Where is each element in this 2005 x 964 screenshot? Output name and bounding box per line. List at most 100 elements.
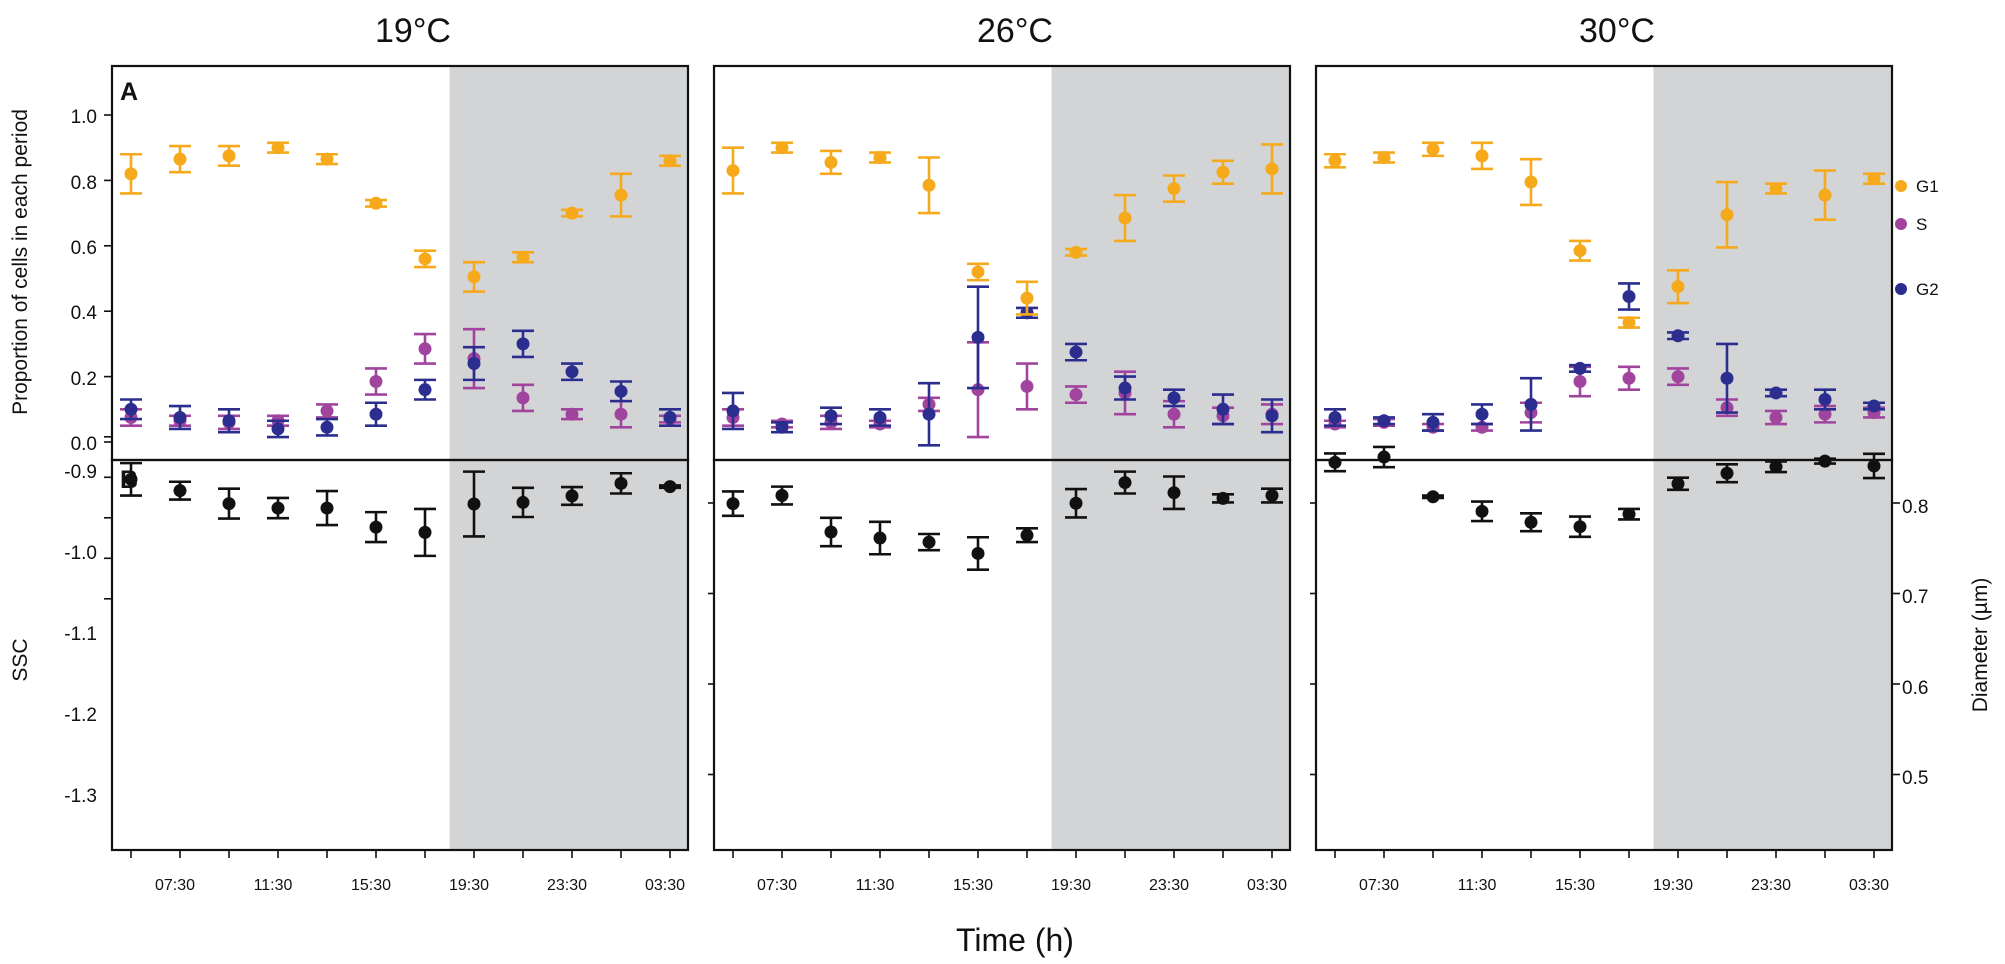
- data-point-s: [1671, 370, 1685, 384]
- x-axis-title: Time (h): [956, 922, 1074, 958]
- data-point-g1: [320, 152, 334, 166]
- errorbar-point-ssc: [120, 461, 142, 497]
- errorbar-point-g1: [414, 249, 436, 269]
- errorbar-point-g1: [1065, 245, 1087, 259]
- data-point-ssc: [1867, 459, 1881, 473]
- errorbar-point-ssc: [1863, 452, 1885, 480]
- data-point-g2: [1671, 329, 1685, 343]
- right-y-tick-label: 0.5: [1902, 768, 1928, 789]
- errorbar-point-g2: [1373, 414, 1395, 428]
- dark-period-shading: [1653, 66, 1892, 850]
- data-point-g1: [1524, 175, 1538, 189]
- errorbar-point-g2: [1471, 403, 1493, 426]
- data-point-g1: [1867, 172, 1881, 186]
- errorbar-point-g1: [1373, 151, 1395, 165]
- data-point-g2: [873, 410, 887, 424]
- errorbar-point-g1: [1163, 174, 1185, 203]
- data-point-ssc: [873, 531, 887, 545]
- errorbar-point-g2: [120, 398, 142, 421]
- data-point-g2: [173, 410, 187, 424]
- errorbar-point-g1: [120, 152, 142, 195]
- errorbar-point-g2: [218, 407, 240, 434]
- data-layer: [120, 141, 1885, 571]
- errorbar-point-ssc: [1765, 460, 1787, 474]
- x-tick-labels-19c: 07:30 11:30 15:30 19:30 23:30 03:30: [155, 877, 685, 894]
- errorbar-point-ssc: [1667, 476, 1689, 492]
- errorbar-point-ssc: [1520, 512, 1542, 533]
- top-y-tick-label: 1.0: [71, 107, 97, 128]
- data-point-g2: [1622, 289, 1636, 303]
- data-point-g1: [726, 164, 740, 178]
- data-point-g1: [824, 155, 838, 169]
- errorbar-point-ssc: [1471, 500, 1493, 523]
- errorbar-point-g1: [967, 262, 989, 282]
- x-tick-label: 03:30: [1849, 877, 1889, 894]
- errorbar-point-s: [414, 332, 436, 365]
- legend-label-g2: G2: [1916, 280, 1939, 299]
- errorbar-point-s: [1667, 367, 1689, 387]
- errorbar-point-g1: [1520, 157, 1542, 207]
- x-tick-label: 11:30: [1458, 877, 1497, 894]
- bottom-y-tick-label: -1.3: [64, 786, 97, 807]
- data-point-g2: [1769, 386, 1783, 400]
- errorbar-point-g2: [1520, 376, 1542, 432]
- data-point-g1: [418, 252, 432, 266]
- data-point-g2: [1426, 415, 1440, 429]
- errorbar-point-ssc: [659, 480, 681, 494]
- errorbar-point-ssc: [771, 485, 793, 506]
- data-point-s: [1769, 410, 1783, 424]
- data-point-g2: [1328, 410, 1342, 424]
- errorbar-point-g2: [659, 407, 681, 427]
- errorbar-point-g1: [820, 149, 842, 176]
- errorbar-point-g2: [1261, 398, 1283, 434]
- x-tick-label: 15:30: [351, 877, 391, 894]
- data-point-g2: [824, 409, 838, 423]
- data-point-ssc: [1475, 504, 1489, 518]
- data-point-g1: [173, 152, 187, 166]
- data-point-s: [516, 391, 530, 405]
- data-point-g2: [1524, 397, 1538, 411]
- x-tick-label: 07:30: [155, 877, 195, 894]
- panel-frame-bottom: [712, 458, 1292, 852]
- data-point-ssc: [467, 497, 481, 511]
- errorbar-point-g2: [820, 406, 842, 426]
- panel-title-30c: 30°C: [1579, 12, 1655, 50]
- errorbar-point-g2: [1618, 282, 1640, 311]
- bottom-y-tick-label: -1.0: [64, 543, 97, 564]
- data-point-g2: [418, 383, 432, 397]
- x-tick-label: 11:30: [254, 877, 293, 894]
- data-point-g1: [1769, 182, 1783, 196]
- errorbar-point-ssc: [1422, 490, 1444, 504]
- errorbar-point-ssc: [1373, 445, 1395, 469]
- data-point-g2: [1720, 371, 1734, 385]
- x-tick-label: 03:30: [1247, 877, 1287, 894]
- errorbar-point-g2: [918, 381, 940, 447]
- errorbar-point-s: [1618, 365, 1640, 391]
- errorbar-point-g2: [771, 420, 793, 434]
- errorbar-point-ssc: [1065, 487, 1087, 519]
- data-point-g1: [1377, 151, 1391, 165]
- data-point-ssc: [1622, 507, 1636, 521]
- data-point-g2: [1475, 407, 1489, 421]
- right-y-tick-label: 0.8: [1902, 497, 1928, 518]
- errorbar-point-g2: [365, 401, 387, 427]
- errorbar-point-s: [316, 403, 338, 419]
- data-point-ssc: [663, 480, 677, 494]
- data-point-g2: [663, 410, 677, 424]
- data-point-g2: [320, 420, 334, 434]
- data-point-ssc: [775, 489, 789, 503]
- data-point-s: [614, 407, 628, 421]
- data-point-ssc: [922, 535, 936, 549]
- data-point-g1: [971, 265, 985, 279]
- errorbar-point-g1: [1422, 141, 1444, 158]
- panel-title-26c: 26°C: [977, 12, 1053, 50]
- data-point-g2: [922, 407, 936, 421]
- data-point-g2: [1377, 414, 1391, 428]
- errorbar-point-ssc: [1261, 487, 1283, 504]
- errorbar-point-s: [1016, 362, 1038, 411]
- data-point-s: [1818, 407, 1832, 421]
- data-point-g2: [124, 402, 138, 416]
- x-tick-label: 11:30: [856, 877, 895, 894]
- legend-label-s: S: [1916, 215, 1927, 234]
